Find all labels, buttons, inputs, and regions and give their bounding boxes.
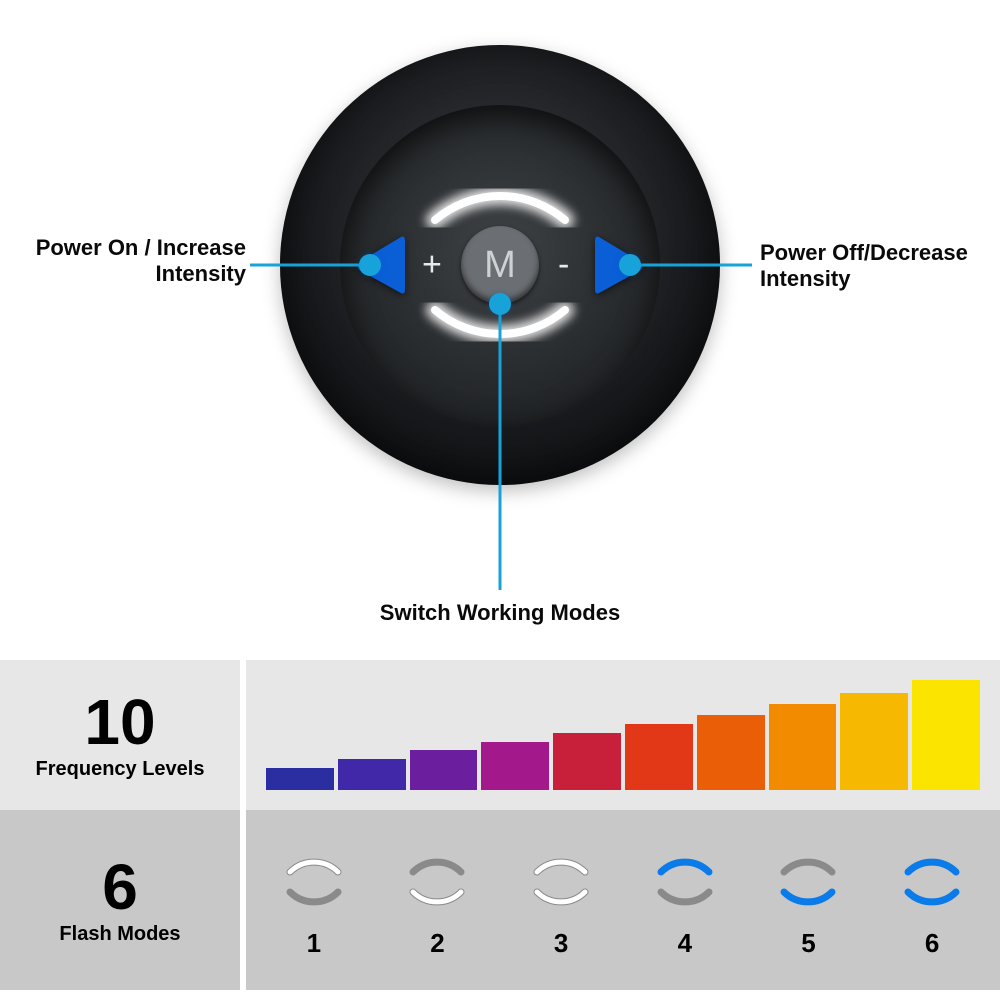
frequency-bar — [769, 704, 837, 790]
callout-dot-right — [619, 254, 641, 276]
flash-mode-number: 1 — [307, 928, 321, 959]
frequency-subtitle: Frequency Levels — [36, 758, 205, 781]
flash-label-panel: 6 Flash Modes — [0, 810, 240, 990]
device-body: + - M — [280, 45, 720, 485]
frequency-bar — [553, 733, 621, 790]
flash-mode: 1 — [274, 842, 354, 959]
flash-mode-number: 5 — [801, 928, 815, 959]
flash-mode-number: 4 — [678, 928, 692, 959]
label-decrease: Power Off/Decrease Intensity — [760, 240, 990, 292]
flash-mode-number: 3 — [554, 928, 568, 959]
flash-mode: 2 — [397, 842, 477, 959]
label-decrease-line2: Intensity — [760, 266, 850, 291]
frequency-bar — [481, 742, 549, 790]
frequency-bar — [912, 680, 980, 790]
plus-icon: + — [422, 246, 442, 285]
flash-mode-number: 2 — [430, 928, 444, 959]
frequency-bars-panel — [246, 660, 1000, 810]
frequency-bar — [697, 715, 765, 790]
flash-modes-grid: 1 2 3 4 5 6 — [266, 842, 980, 959]
label-mode: Switch Working Modes — [380, 600, 620, 626]
frequency-bar — [410, 750, 478, 790]
flash-mode: 6 — [892, 842, 972, 959]
flash-mode: 3 — [521, 842, 601, 959]
minus-icon: - — [558, 246, 569, 285]
flash-count: 6 — [102, 855, 138, 919]
flash-modes-panel: 1 2 3 4 5 6 — [246, 810, 1000, 990]
label-increase-line2: Intensity — [156, 261, 246, 286]
frequency-count: 10 — [84, 690, 155, 754]
frequency-bar — [338, 759, 406, 790]
frequency-bars — [266, 680, 980, 790]
flash-subtitle: Flash Modes — [59, 923, 180, 946]
callout-dot-left — [359, 254, 381, 276]
label-increase-line1: Power On / Increase — [36, 235, 246, 260]
label-increase: Power On / Increase Intensity — [16, 235, 246, 287]
flash-mode-number: 6 — [925, 928, 939, 959]
label-decrease-line1: Power Off/Decrease — [760, 240, 968, 265]
frequency-bar — [266, 768, 334, 790]
callout-dot-bottom — [489, 293, 511, 315]
frequency-label-panel: 10 Frequency Levels — [0, 660, 240, 810]
flash-mode: 5 — [768, 842, 848, 959]
flash-mode: 4 — [645, 842, 725, 959]
frequency-bar — [625, 724, 693, 790]
frequency-bar — [840, 693, 908, 790]
